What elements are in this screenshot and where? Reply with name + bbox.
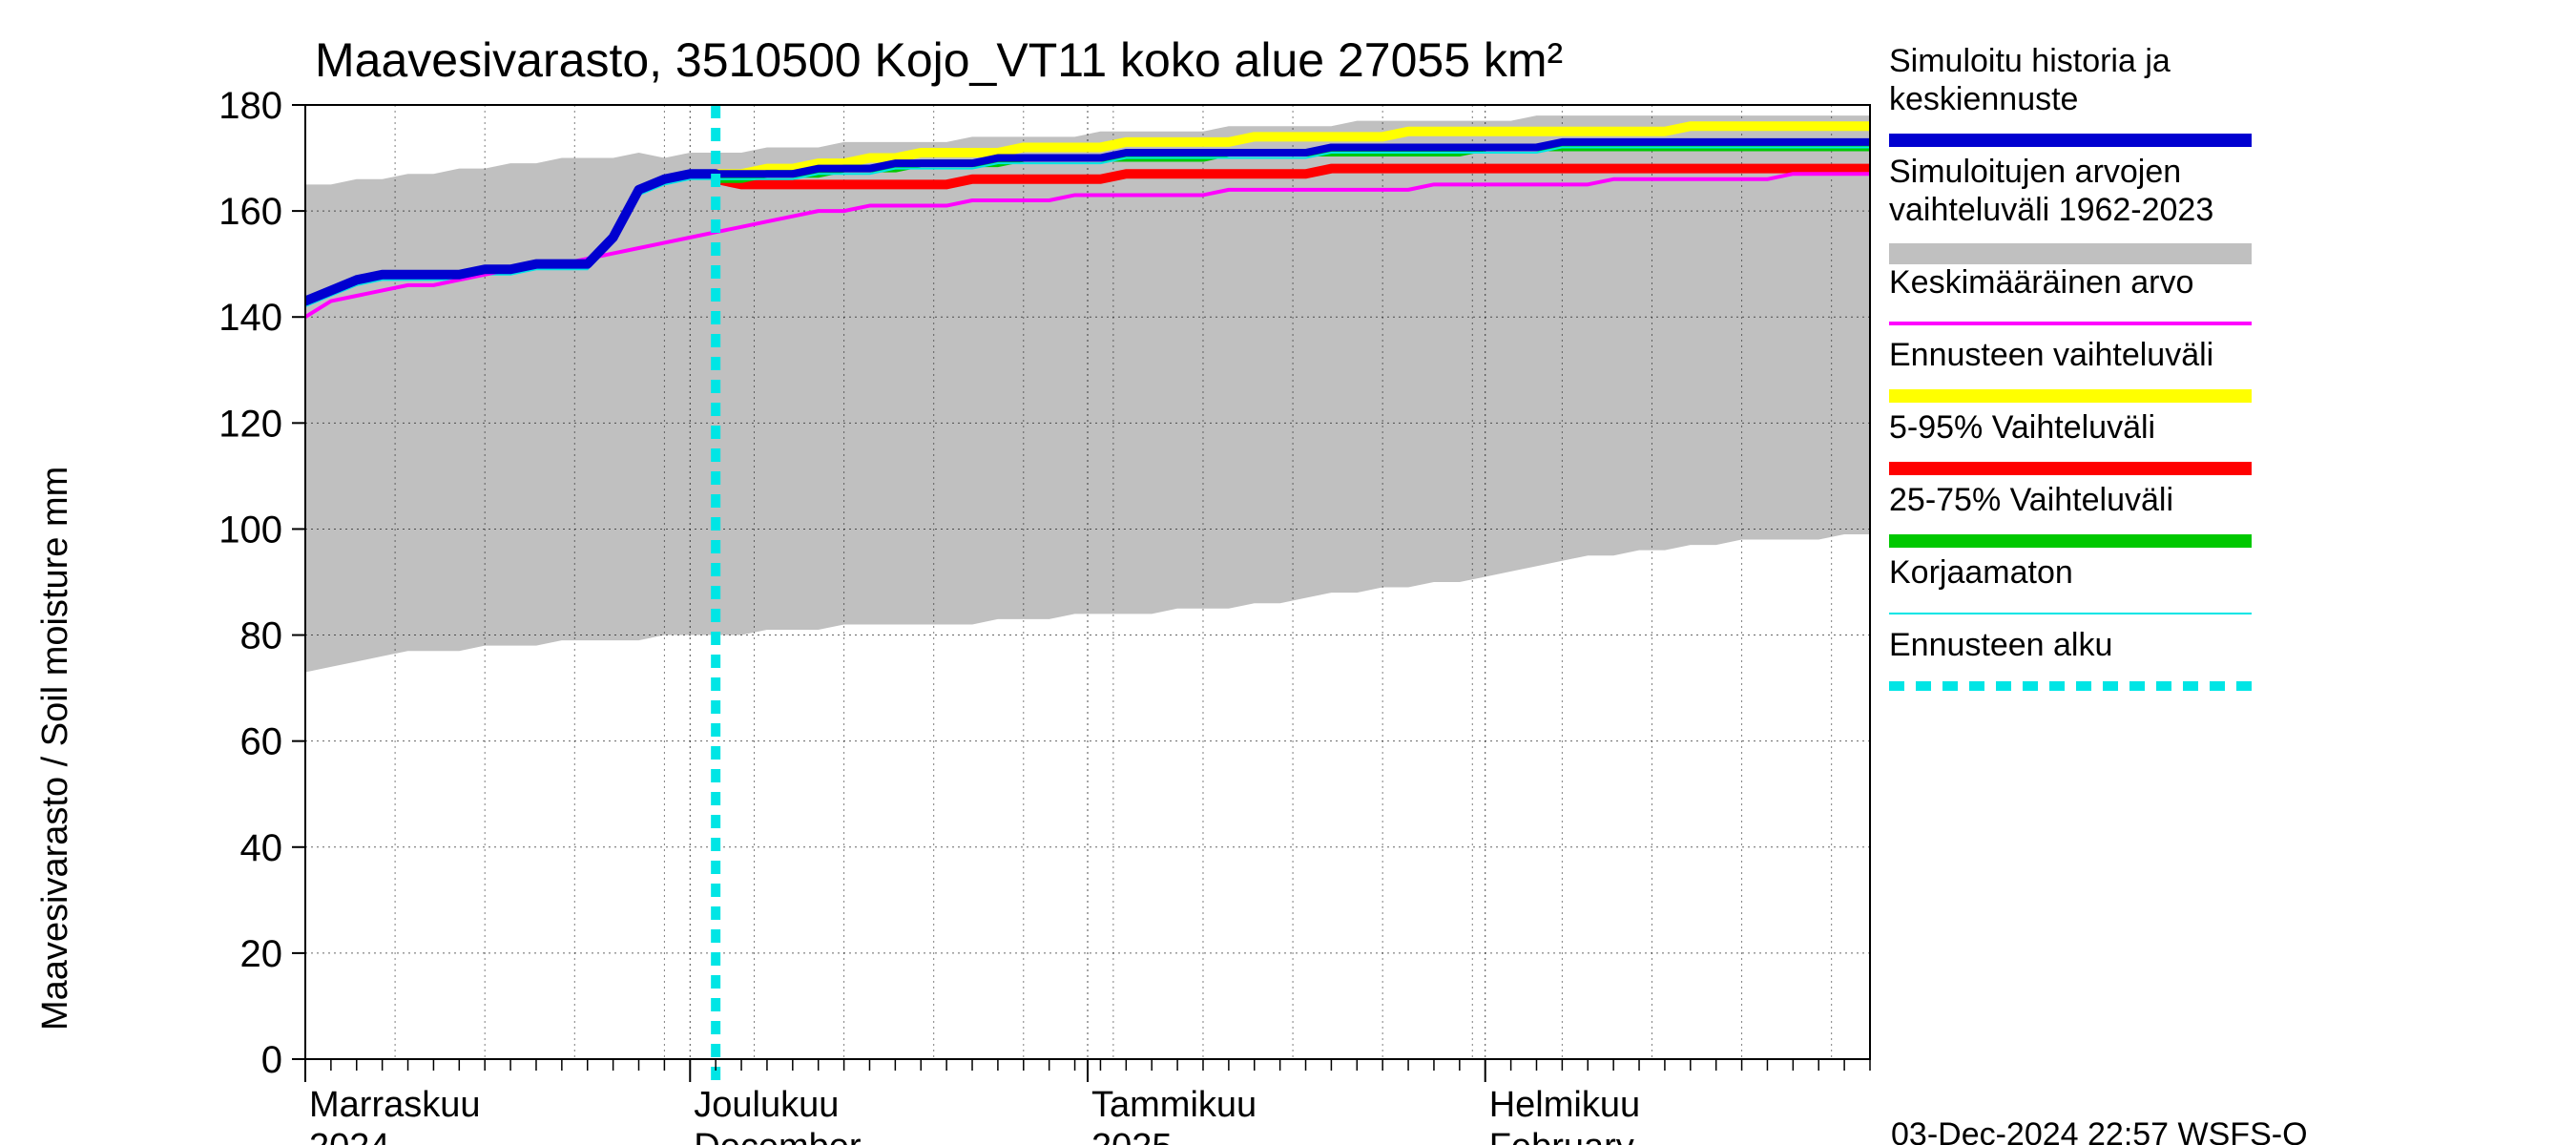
soil-moisture-chart: 0 20 40 60 80 100 120 140 160 180 Marraskuu 2024 Jou… <box>0 0 2576 1145</box>
xtick-label-top: Helmikuu <box>1489 1085 1640 1125</box>
legend-label: 5-95% Vaihteluväli <box>1889 409 2155 446</box>
y-axis-label: Maavesivarasto / Soil moisture mm <box>35 467 75 1030</box>
legend-label: Ennusteen alku <box>1889 627 2112 663</box>
xtick-label-bottom: December <box>694 1127 862 1145</box>
ytick-label: 20 <box>240 933 283 975</box>
ytick-label: 180 <box>218 85 282 127</box>
legend-label: Simuloitu historia ja <box>1889 43 2171 79</box>
xtick-label-top: Tammikuu <box>1091 1085 1257 1125</box>
chart-svg: 0 20 40 60 80 100 120 140 160 180 Marraskuu 2024 Jou… <box>0 0 2576 1145</box>
chart-footer: 03-Dec-2024 22:57 WSFS-O <box>1891 1116 2308 1145</box>
ytick-label: 100 <box>218 509 282 551</box>
ytick-label: 120 <box>218 403 282 445</box>
ytick-label: 160 <box>218 191 282 233</box>
legend-label: 25-75% Vaihteluväli <box>1889 482 2173 518</box>
legend-label: keskiennuste <box>1889 81 2078 117</box>
chart-title: Maavesivarasto, 3510500 Kojo_VT11 koko a… <box>315 33 1563 87</box>
xtick-label-bottom: 2024 <box>309 1127 390 1145</box>
legend-label: Ennusteen vaihteluväli <box>1889 337 2213 373</box>
legend-label: vaihteluväli 1962-2023 <box>1889 192 2213 228</box>
ytick-label: 40 <box>240 827 283 869</box>
ytick-label: 0 <box>261 1039 282 1081</box>
ytick-label: 80 <box>240 615 283 657</box>
legend-swatch <box>1889 243 2252 264</box>
legend-label: Korjaamaton <box>1889 554 2073 591</box>
xtick-label-top: Joulukuu <box>694 1085 839 1125</box>
xtick-label-top: Marraskuu <box>309 1085 481 1125</box>
legend-label: Keskimääräinen arvo <box>1889 264 2193 301</box>
ytick-label: 60 <box>240 721 283 763</box>
legend-label: Simuloitujen arvojen <box>1889 154 2181 190</box>
xtick-label-bottom: February <box>1489 1127 1634 1145</box>
xtick-label-bottom: 2025 <box>1091 1127 1173 1145</box>
ytick-label: 140 <box>218 297 282 339</box>
